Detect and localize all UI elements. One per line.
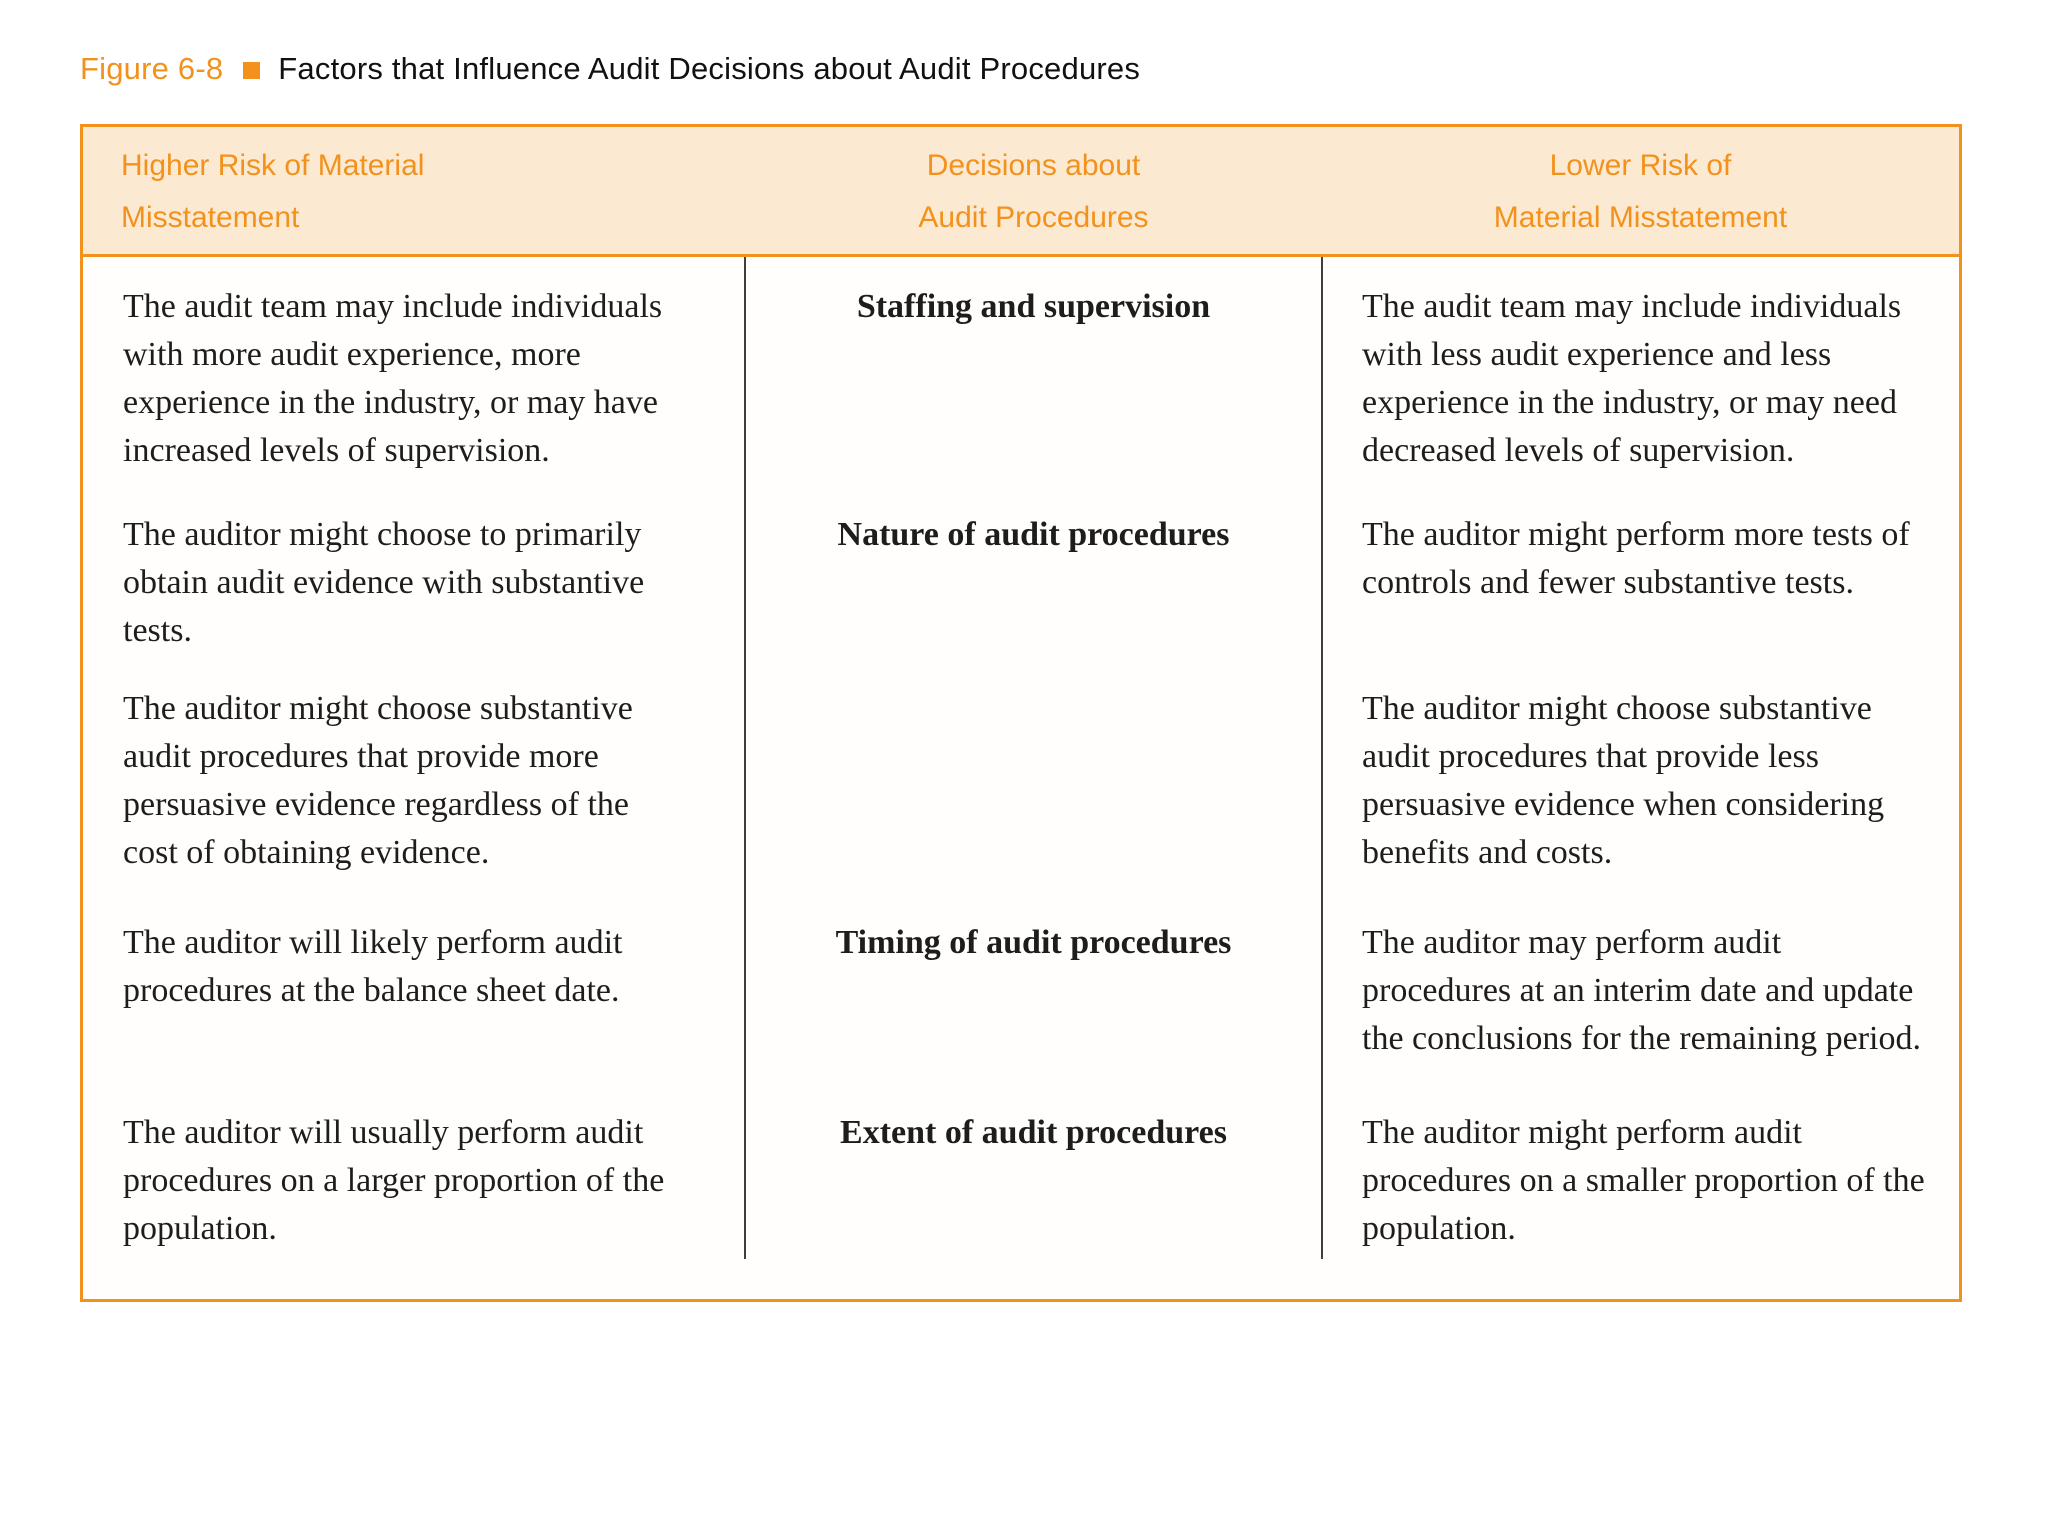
column-header-lower-risk-line2: Material Misstatement (1493, 201, 1788, 234)
lower-risk-cell: The auditor might perform audit procedur… (1362, 1114, 1925, 1247)
column-header-higher-risk-line1: Higher Risk of Material (121, 149, 425, 182)
table-row: The auditor might choose to primarily ob… (83, 511, 1959, 655)
column-header-higher-risk-line2: Misstatement (121, 201, 300, 234)
figure-title: Factors that Influence Audit Decisions a… (278, 51, 1141, 86)
lower-risk-cell: The auditor might choose substantive aud… (1362, 690, 1885, 871)
table-row: The auditor will likely perform audit pr… (83, 919, 1959, 1063)
figure-caption: Figure 6-8 Factors that Influence Audit … (80, 48, 1968, 90)
table-header-row: Higher Risk of Material Misstatement Dec… (83, 127, 1959, 257)
column-header-lower-risk: Lower Risk of Material Misstatement (1322, 140, 1959, 244)
column-header-decisions: Decisions about Audit Procedures (745, 140, 1322, 244)
higher-risk-cell: The auditor will usually perform audit p… (123, 1114, 665, 1247)
table-row: The auditor will usually perform audit p… (83, 1109, 1959, 1253)
column-header-decisions-line2: Audit Procedures (918, 201, 1149, 234)
figure-label: Figure 6-8 (80, 51, 224, 86)
decision-cell: Nature of audit procedures (837, 516, 1230, 553)
column-divider-left (744, 257, 746, 1259)
lower-risk-cell: The auditor might perform more tests of … (1362, 516, 1910, 601)
table-body: The audit team may include individuals w… (83, 257, 1959, 1299)
column-header-decisions-line1: Decisions about (926, 149, 1141, 182)
decision-cell: Staffing and supervision (856, 288, 1211, 325)
lower-risk-cell: The auditor may perform audit procedures… (1362, 924, 1921, 1057)
table-row: The audit team may include individuals w… (83, 283, 1959, 475)
higher-risk-cell: The auditor might choose substantive aud… (123, 690, 633, 871)
column-header-lower-risk-line1: Lower Risk of (1549, 149, 1732, 182)
decision-cell (745, 685, 1322, 877)
table-row: The auditor might choose substantive aud… (83, 685, 1959, 877)
higher-risk-cell: The auditor will likely perform audit pr… (123, 924, 623, 1009)
column-header-higher-risk: Higher Risk of Material Misstatement (83, 140, 745, 244)
risk-factors-table: Higher Risk of Material Misstatement Dec… (80, 124, 1962, 1302)
column-divider-right (1321, 257, 1323, 1259)
higher-risk-cell: The auditor might choose to primarily ob… (123, 516, 645, 649)
square-bullet-icon (243, 61, 261, 79)
decision-cell: Extent of audit procedures (840, 1114, 1227, 1151)
lower-risk-cell: The audit team may include individuals w… (1362, 288, 1902, 469)
higher-risk-cell: The audit team may include individuals w… (123, 288, 663, 469)
decision-cell: Timing of audit procedures (835, 924, 1232, 961)
